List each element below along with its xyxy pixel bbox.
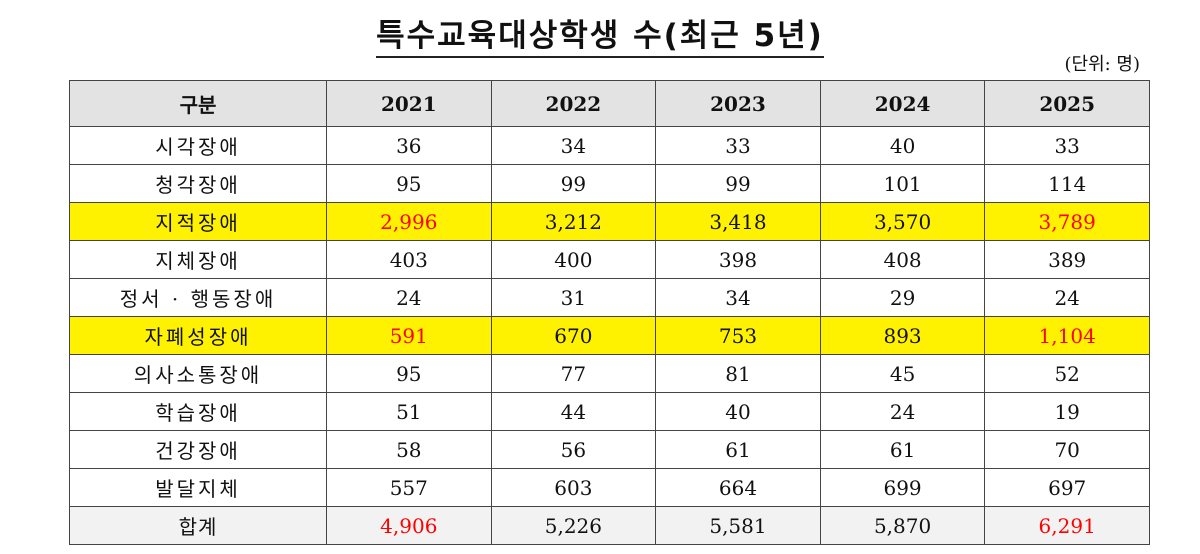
value-cell: 5,870 (819, 506, 986, 545)
table-row: 시각장애 36 34 33 40 33 (69, 126, 1150, 165)
value-cell: 45 (819, 354, 986, 393)
header-year: 2025 (984, 80, 1150, 127)
page-title: 특수교육대상학생 수(최근 5년) (0, 10, 1200, 58)
value-cell: 398 (655, 240, 821, 279)
header-year: 2021 (326, 80, 492, 127)
value-cell: 101 (819, 164, 986, 203)
header-year: 2022 (490, 80, 657, 127)
value-cell: 670 (490, 316, 657, 355)
value-cell: 95 (326, 354, 492, 393)
value-cell: 44 (490, 392, 657, 431)
value-cell: 34 (655, 278, 821, 317)
student-count-table: 구분 2021 2022 2023 2024 2025 시각장애 36 34 33 40… (69, 80, 1150, 545)
table-row: 지적장애 2,996 3,212 3,418 3,570 3,789 (69, 202, 1150, 241)
category-cell: 건강장애 (69, 430, 327, 469)
value-cell: 33 (984, 126, 1150, 165)
value-cell: 29 (819, 278, 986, 317)
value-cell: 5,581 (655, 506, 821, 545)
category-cell: 의사소통장애 (69, 354, 327, 393)
value-cell: 699 (819, 468, 986, 507)
value-cell: 40 (655, 392, 821, 431)
value-cell: 2,996 (326, 202, 492, 241)
value-cell: 3,212 (490, 202, 657, 241)
value-cell: 31 (490, 278, 657, 317)
value-cell: 34 (490, 126, 657, 165)
category-cell: 시각장애 (69, 126, 327, 165)
category-cell: 합계 (69, 506, 327, 545)
table-row: 발달지체 557 603 664 699 697 (69, 468, 1150, 507)
category-cell: 지적장애 (69, 202, 327, 241)
table-row: 학습장애 51 44 40 24 19 (69, 392, 1150, 431)
value-cell: 5,226 (490, 506, 657, 545)
category-cell: 자폐성장애 (69, 316, 327, 355)
value-cell: 33 (655, 126, 821, 165)
value-cell: 52 (984, 354, 1150, 393)
value-cell: 591 (326, 316, 492, 355)
value-cell: 51 (326, 392, 492, 431)
value-cell: 389 (984, 240, 1150, 279)
value-cell: 400 (490, 240, 657, 279)
value-cell: 6,291 (984, 506, 1150, 545)
value-cell: 19 (984, 392, 1150, 431)
value-cell: 557 (326, 468, 492, 507)
value-cell: 753 (655, 316, 821, 355)
value-cell: 95 (326, 164, 492, 203)
value-cell: 1,104 (984, 316, 1150, 355)
header-year: 2023 (655, 80, 821, 127)
value-cell: 24 (326, 278, 492, 317)
category-cell: 학습장애 (69, 392, 327, 431)
header-year: 2024 (819, 80, 986, 127)
title-text: 특수교육대상학생 수(최근 5년) (376, 18, 824, 58)
value-cell: 3,789 (984, 202, 1150, 241)
value-cell: 3,418 (655, 202, 821, 241)
value-cell: 403 (326, 240, 492, 279)
table-row: 건강장애 58 56 61 61 70 (69, 430, 1150, 469)
table-header-row: 구분 2021 2022 2023 2024 2025 (69, 80, 1150, 127)
value-cell: 603 (490, 468, 657, 507)
value-cell: 664 (655, 468, 821, 507)
value-cell: 114 (984, 164, 1150, 203)
unit-label: (단위: 명) (1064, 54, 1140, 75)
category-cell: 발달지체 (69, 468, 327, 507)
value-cell: 61 (655, 430, 821, 469)
value-cell: 408 (819, 240, 986, 279)
value-cell: 56 (490, 430, 657, 469)
value-cell: 61 (819, 430, 986, 469)
table-row: 자폐성장애 591 670 753 893 1,104 (69, 316, 1150, 355)
value-cell: 99 (490, 164, 657, 203)
value-cell: 81 (655, 354, 821, 393)
value-cell: 77 (490, 354, 657, 393)
table-row: 정서 · 행동장애 24 31 34 29 24 (69, 278, 1150, 317)
value-cell: 58 (326, 430, 492, 469)
value-cell: 893 (819, 316, 986, 355)
value-cell: 40 (819, 126, 986, 165)
value-cell: 36 (326, 126, 492, 165)
value-cell: 3,570 (819, 202, 986, 241)
category-cell: 청각장애 (69, 164, 327, 203)
category-cell: 지체장애 (69, 240, 327, 279)
value-cell: 697 (984, 468, 1150, 507)
value-cell: 24 (819, 392, 986, 431)
value-cell: 4,906 (326, 506, 492, 545)
table-row: 의사소통장애 95 77 81 45 52 (69, 354, 1150, 393)
table-total-row: 합계 4,906 5,226 5,581 5,870 6,291 (69, 506, 1150, 545)
table-row: 청각장애 95 99 99 101 114 (69, 164, 1150, 203)
value-cell: 99 (655, 164, 821, 203)
header-category: 구분 (69, 80, 327, 127)
value-cell: 70 (984, 430, 1150, 469)
table-row: 지체장애 403 400 398 408 389 (69, 240, 1150, 279)
value-cell: 24 (984, 278, 1150, 317)
category-cell: 정서 · 행동장애 (69, 278, 327, 317)
